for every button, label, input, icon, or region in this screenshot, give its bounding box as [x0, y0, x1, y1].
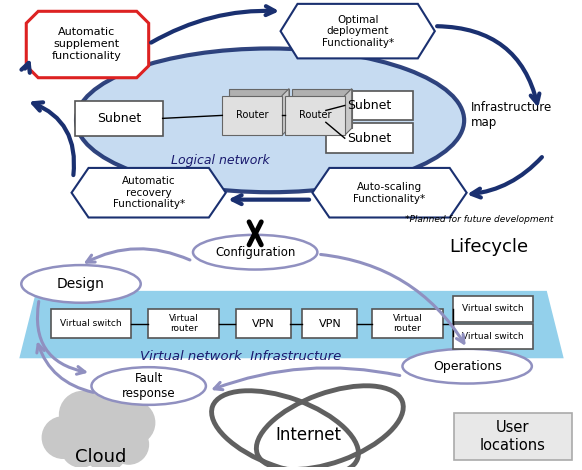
FancyBboxPatch shape [285, 95, 345, 135]
Text: Operations: Operations [433, 360, 502, 373]
Polygon shape [229, 89, 289, 128]
Polygon shape [72, 168, 226, 218]
Text: Internet: Internet [275, 426, 341, 444]
Text: Logical network: Logical network [171, 154, 269, 166]
FancyBboxPatch shape [453, 323, 533, 349]
Ellipse shape [76, 48, 464, 192]
Text: Router: Router [236, 110, 268, 120]
FancyBboxPatch shape [454, 413, 572, 461]
Circle shape [78, 410, 123, 455]
Text: Automatic
recovery
Functionality*: Automatic recovery Functionality* [113, 176, 184, 209]
Text: Virtual switch: Virtual switch [462, 332, 524, 341]
FancyBboxPatch shape [453, 296, 533, 321]
Text: *Planned for future development: *Planned for future development [406, 215, 553, 224]
Text: VPN: VPN [252, 319, 275, 329]
Text: Virtual
router: Virtual router [393, 314, 423, 333]
Text: Virtual
router: Virtual router [169, 314, 198, 333]
Polygon shape [281, 4, 435, 58]
Text: Subnet: Subnet [347, 132, 392, 145]
FancyBboxPatch shape [372, 309, 443, 338]
Text: VPN: VPN [318, 319, 341, 329]
Text: Virtual switch: Virtual switch [462, 304, 524, 313]
Circle shape [61, 428, 101, 467]
Ellipse shape [91, 367, 206, 405]
FancyBboxPatch shape [222, 95, 282, 135]
Ellipse shape [403, 349, 532, 384]
Text: Automatic
supplement
functionality: Automatic supplement functionality [52, 27, 122, 61]
Text: Router: Router [299, 110, 331, 120]
FancyBboxPatch shape [326, 123, 413, 153]
Text: Virtual switch: Virtual switch [60, 319, 122, 328]
Circle shape [42, 417, 84, 458]
Circle shape [85, 430, 127, 470]
Text: Virtual network  Infrastructure: Virtual network Infrastructure [140, 350, 341, 363]
FancyBboxPatch shape [303, 309, 357, 338]
FancyBboxPatch shape [51, 309, 131, 338]
Polygon shape [19, 291, 564, 358]
Circle shape [111, 401, 155, 445]
Circle shape [109, 425, 148, 464]
Text: Auto-scaling
Functionality*: Auto-scaling Functionality* [353, 182, 425, 204]
Text: Fault
response: Fault response [122, 372, 176, 400]
Circle shape [84, 386, 133, 435]
Text: Subnet: Subnet [97, 112, 141, 125]
Text: Optimal
deployment
Functionality*: Optimal deployment Functionality* [322, 15, 394, 48]
Polygon shape [26, 11, 148, 78]
Text: Design: Design [57, 277, 105, 291]
FancyBboxPatch shape [326, 91, 413, 120]
Text: Configuration: Configuration [215, 246, 295, 258]
Polygon shape [345, 89, 352, 135]
Polygon shape [313, 168, 467, 218]
Circle shape [59, 392, 107, 438]
Polygon shape [292, 89, 352, 128]
Polygon shape [282, 89, 289, 135]
Text: User
locations: User locations [480, 420, 546, 453]
Ellipse shape [22, 265, 141, 303]
Text: Infrastructure
map: Infrastructure map [471, 102, 552, 129]
Text: Cloud: Cloud [75, 448, 127, 466]
Text: Subnet: Subnet [347, 99, 392, 112]
FancyBboxPatch shape [75, 101, 162, 136]
FancyBboxPatch shape [148, 309, 219, 338]
FancyBboxPatch shape [236, 309, 290, 338]
Text: Lifecycle: Lifecycle [449, 238, 528, 256]
Ellipse shape [193, 235, 317, 269]
